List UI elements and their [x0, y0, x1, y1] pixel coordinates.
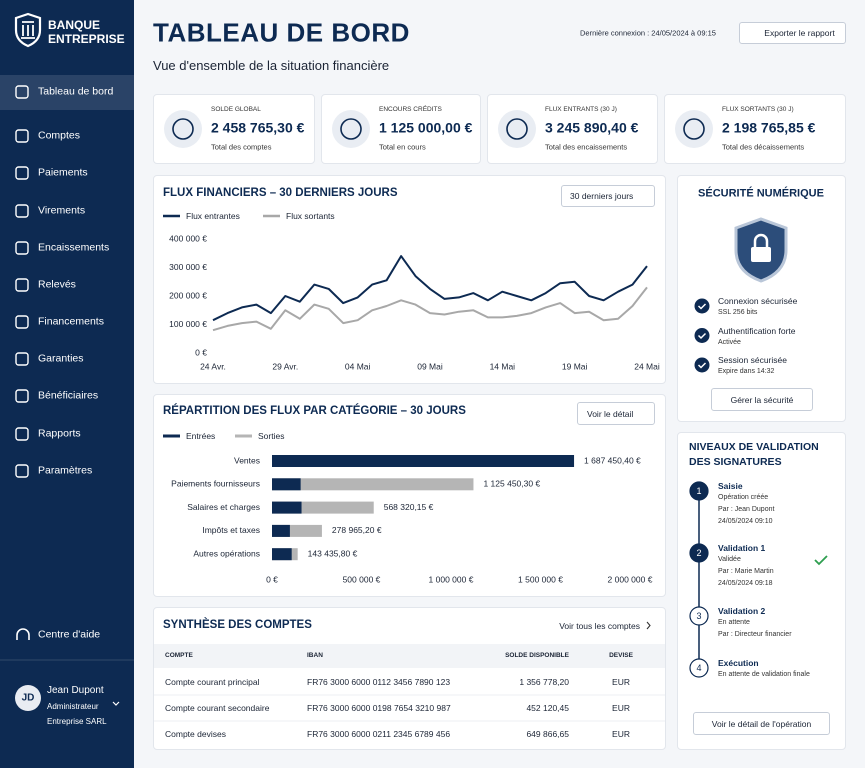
user-role: Administrateur: [47, 702, 99, 712]
table-cell: Compte courant principal: [165, 676, 260, 687]
step-detail: Opération créée: [718, 494, 769, 501]
legend-label: Flux sortants: [286, 210, 335, 221]
help-link[interactable]: Centre d'aide: [38, 628, 101, 641]
security-item-detail: Expire dans 14:32: [718, 367, 775, 375]
nav-item[interactable]: Bénéficiaires: [38, 389, 99, 402]
table-cell: 1 356 778,20: [519, 676, 569, 687]
chart-title: RÉPARTITION DES FLUX PAR CATÉGORIE – 30 …: [163, 405, 466, 418]
legend-label: Flux entrantes: [186, 210, 240, 221]
kpi-note: Total en cours: [379, 142, 426, 152]
column-header: COMPTE: [165, 652, 193, 660]
table-cell: FR76 3000 6000 0211 2345 6789 456: [307, 728, 451, 739]
section-title: SYNTHÈSE DES COMPTES: [163, 619, 312, 632]
kpi-note: Total des encaissements: [545, 142, 628, 152]
category-chart-card: [153, 394, 666, 597]
step-detail: Validée: [718, 556, 741, 563]
accounts-link[interactable]: Voir tous les comptes: [559, 620, 640, 631]
nav-item[interactable]: Paramètres: [38, 464, 93, 477]
step-detail: Par : Directeur financier: [718, 631, 792, 638]
table-cell: EUR: [612, 728, 630, 739]
nav-item[interactable]: Financements: [38, 315, 104, 328]
nav-item[interactable]: Virements: [38, 204, 86, 217]
step-detail: En attente de validation finale: [718, 671, 810, 678]
nav-item[interactable]: Paiements: [38, 166, 88, 179]
step-title: Validation 2: [718, 605, 766, 616]
period-dropdown[interactable]: 30 derniers jours: [561, 185, 655, 207]
export-button[interactable]: Exporter le rapport: [739, 22, 846, 44]
page-title: TABLEAU DE BORD: [153, 17, 410, 48]
table-cell: Compte courant secondaire: [165, 702, 270, 713]
section-title: SÉCURITÉ NUMÉRIQUE: [698, 187, 824, 200]
nav-item[interactable]: Encaissements: [38, 241, 110, 254]
nav-item[interactable]: Tableau de bord: [38, 85, 114, 98]
step-title: Validation 1: [718, 542, 766, 553]
security-item-title: Connexion sécurisée: [718, 295, 798, 306]
nav-item[interactable]: Garanties: [38, 352, 84, 365]
table-cell: EUR: [612, 676, 630, 687]
kpi-label: ENCOURS CRÉDITS: [379, 106, 442, 114]
security-item-title: Authentification forte: [718, 325, 796, 336]
nav-item[interactable]: Relevés: [38, 278, 76, 291]
brand-name: ENTREPRISE: [48, 31, 125, 46]
legend-label: Sorties: [258, 430, 285, 441]
detail-button[interactable]: Voir le détail: [577, 402, 655, 425]
kpi-note: Total des décaissements: [722, 142, 805, 152]
step-title: Exécution: [718, 657, 759, 668]
table-cell: FR76 3000 6000 0198 7654 3210 987: [307, 702, 451, 713]
security-item-title: Session sécurisée: [718, 354, 787, 365]
column-header: SOLDE DISPONIBLE: [505, 652, 569, 660]
kpi-value: 1 125 000,00 €: [379, 119, 473, 136]
kpi-note: Total des comptes: [211, 142, 272, 152]
security-item-detail: Activée: [718, 338, 741, 346]
operation-detail-button[interactable]: Voir le détail de l'opération: [693, 712, 830, 735]
chart-title: FLUX FINANCIERS – 30 DERNIERS JOURS: [163, 187, 398, 200]
last-login: Dernière connexion : 24/05/2024 à 09:15: [580, 28, 716, 38]
user-name: Jean Dupont: [47, 685, 104, 696]
table-cell: Compte devises: [165, 728, 226, 739]
sidebar: [0, 0, 134, 768]
kpi-label: SOLDE GLOBAL: [211, 106, 261, 114]
security-button[interactable]: Gérer la sécurité: [711, 388, 813, 411]
step-title: Saisie: [718, 480, 743, 491]
column-header: IBAN: [307, 652, 323, 660]
nav-item[interactable]: Rapports: [38, 427, 81, 440]
kpi-value: 3 245 890,40 €: [545, 119, 639, 136]
table-cell: EUR: [612, 702, 630, 713]
kpi-value: 2 458 765,30 €: [211, 119, 305, 136]
legend-label: Entrées: [186, 430, 216, 441]
step-detail: Par : Jean Dupont: [718, 506, 775, 513]
kpi-label: FLUX SORTANTS (30 J): [722, 106, 794, 114]
nav-item[interactable]: Comptes: [38, 129, 81, 142]
kpi-value: 2 198 765,85 €: [722, 119, 816, 136]
section-title: NIVEAUX DE VALIDATION DES SIGNATURES: [689, 441, 819, 468]
kpi-label: FLUX ENTRANTS (30 J): [545, 106, 617, 114]
validation-card: [677, 432, 846, 750]
table-cell: 649 866,65: [526, 728, 569, 739]
brand-name: BANQUE: [48, 17, 101, 32]
accounts-card: [153, 607, 666, 750]
column-header: DEVISE: [609, 652, 633, 660]
step-detail: 24/05/2024 09:10: [718, 518, 773, 525]
step-detail: En attente: [718, 619, 750, 626]
page-subtitle: Vue d'ensemble de la situation financièr…: [153, 58, 390, 74]
step-detail: Par : Marie Martin: [718, 568, 774, 575]
step-detail: 24/05/2024 09:18: [718, 580, 773, 587]
user-company: Entreprise SARL: [47, 717, 107, 727]
security-item-detail: SSL 256 bits: [718, 308, 758, 316]
table-cell: 452 120,45: [526, 702, 569, 713]
table-cell: FR76 3000 6000 0112 3456 7890 123: [307, 676, 451, 687]
